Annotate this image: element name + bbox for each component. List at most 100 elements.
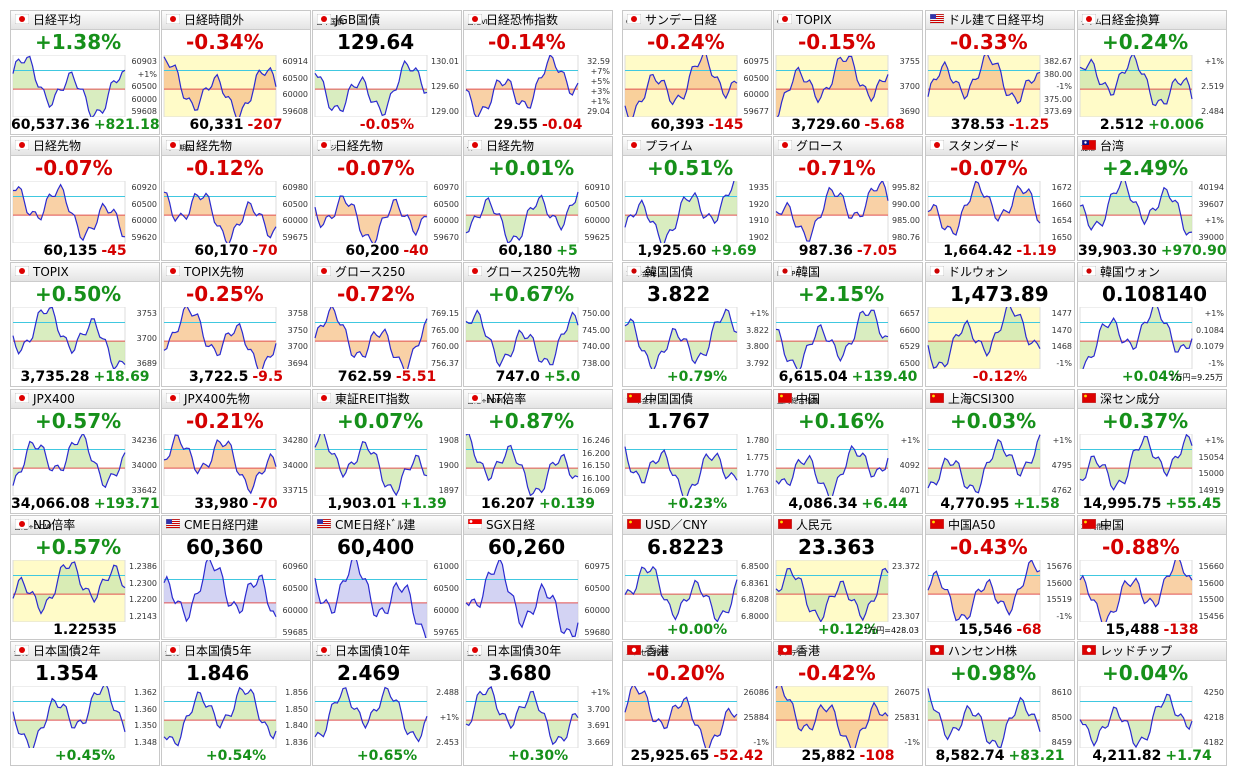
axis-label: 995.82 [892, 183, 920, 192]
flag [1082, 266, 1096, 276]
sparkline-line [1082, 307, 1193, 369]
tile-name: プライム [645, 139, 693, 153]
change: -145 [708, 117, 744, 133]
tile-header: 日経時間外 [162, 11, 310, 30]
axis-label: 59608 [282, 107, 308, 116]
axis-label: 129.00 [431, 107, 459, 116]
tile-header: スタンダード [926, 137, 1074, 156]
tile: 韓国ウォン +1% 0.1084 0.1079 -1% 0.108140 +0.04% 1万円… [1077, 262, 1227, 387]
flag [468, 14, 482, 24]
price-row: 747.0 +5.0 [464, 369, 612, 385]
flag [627, 140, 641, 150]
tile-name: 日経平均 [33, 13, 82, 27]
price-row: 25,882 -108 [774, 748, 922, 764]
change: +139.40 [851, 369, 918, 385]
axis-label: 4250 [1203, 688, 1224, 697]
flag [15, 519, 29, 529]
chart-bg [12, 307, 126, 369]
sparkline-line [163, 560, 277, 623]
tile-name: スタンダード [948, 139, 1021, 153]
flag-part [19, 395, 25, 401]
sparkline-line [624, 565, 738, 622]
flag-part [930, 18, 944, 19]
axis-label: 39000 [1198, 233, 1224, 242]
axis-label: 33642 [131, 486, 157, 495]
axis-label: 380.00 [1044, 69, 1072, 79]
axis-label: 3.800 [746, 342, 769, 352]
sparkline [624, 434, 738, 496]
tile-name: 中国 [796, 392, 821, 406]
flag-part [19, 647, 25, 653]
sparkline-line [12, 434, 126, 489]
axis-label: 60970 [433, 183, 459, 192]
change: -0.04 [541, 117, 583, 133]
change: -5.68 [864, 117, 905, 133]
flag-part [469, 520, 473, 523]
tile: JPX400先物 34280 34000 33715 -0.21% 33,980 -70 [161, 389, 311, 514]
axis-label: 6529 [899, 342, 920, 352]
flag [930, 393, 944, 403]
flag [1082, 519, 1096, 529]
axis-label: 40194 [1198, 183, 1224, 192]
axis-label: 738.00 [582, 359, 610, 368]
headline: +0.01% [488, 156, 575, 180]
tile-header: グロース [774, 137, 922, 156]
axis-label: 60000 [584, 216, 610, 226]
flag [1082, 140, 1096, 150]
axis-label: 34000 [282, 461, 308, 470]
axis-label: 6500 [899, 359, 920, 368]
sparkline-line [1079, 693, 1193, 748]
axis-label: 1660 [1051, 199, 1072, 209]
tile: 中国国債10年金利 1.780 1.775 1.770 1.763 1.767 +0.23% [622, 389, 772, 514]
headline: +0.57% [35, 535, 122, 559]
sparkline-line [314, 560, 427, 638]
tile-name: 韓国ウォン [1100, 265, 1161, 279]
headline: -0.33% [950, 30, 1028, 54]
axis-label: 60500 [131, 199, 157, 209]
price: 15,546 [958, 622, 1013, 638]
axis-label: +7% [590, 67, 610, 76]
axis-label: 60000 [282, 606, 308, 615]
flag-part [166, 523, 180, 524]
flag-part [1082, 519, 1096, 529]
sparkline [927, 181, 1041, 243]
sparkline [163, 55, 277, 117]
change: +6.44 [861, 496, 908, 512]
flag [627, 266, 641, 276]
sparkline-area [13, 562, 125, 614]
tile-header: 上海CSI300 [926, 390, 1074, 409]
tile-name: グロース250先物 [486, 265, 581, 279]
tile-header: 深セン成分 [1078, 390, 1226, 409]
sparkline [12, 560, 126, 622]
flag-part [317, 519, 323, 524]
tile: 日本国債5年金利 1.856 1.850 1.840 1.836 1.846 +0.54% [161, 641, 311, 766]
sparkline [314, 686, 428, 748]
sparkline-line [163, 686, 277, 747]
change: +0.139 [539, 496, 596, 512]
axis-label: +1% [1204, 309, 1224, 318]
flag-part [780, 520, 783, 524]
change: -52.42 [713, 748, 764, 764]
flag-part [317, 519, 331, 520]
axis-label: 3758 [287, 309, 308, 318]
axis-label: 990.00 [892, 199, 920, 209]
axis-label: 985.00 [892, 216, 920, 226]
tile-name: 日経恐怖指数 [486, 13, 559, 27]
sparkline-area [776, 181, 888, 242]
sparkline [163, 560, 277, 638]
tile-name: JGB国債 [335, 13, 381, 27]
sparkline-line [314, 307, 428, 369]
tile-header: JPX400 [11, 390, 159, 409]
axis-label: 3.792 [746, 359, 769, 368]
axis-label: 373.69 [1044, 107, 1072, 116]
price: 4,086.34 [788, 496, 858, 512]
flag-part [19, 268, 25, 274]
sparkline-area [1080, 434, 1192, 490]
sparkline-area [625, 309, 737, 369]
change-pct: -0.05% [359, 117, 415, 133]
axis-label: 60000 [433, 606, 459, 615]
tile: 上海CSI300 +1% 4795 4762 +0.03% 4,770.95 +1.58 [925, 389, 1075, 514]
tile-name: 上海CSI300 [948, 392, 1015, 406]
sparkline-line [624, 181, 735, 243]
flag-part [780, 394, 783, 398]
